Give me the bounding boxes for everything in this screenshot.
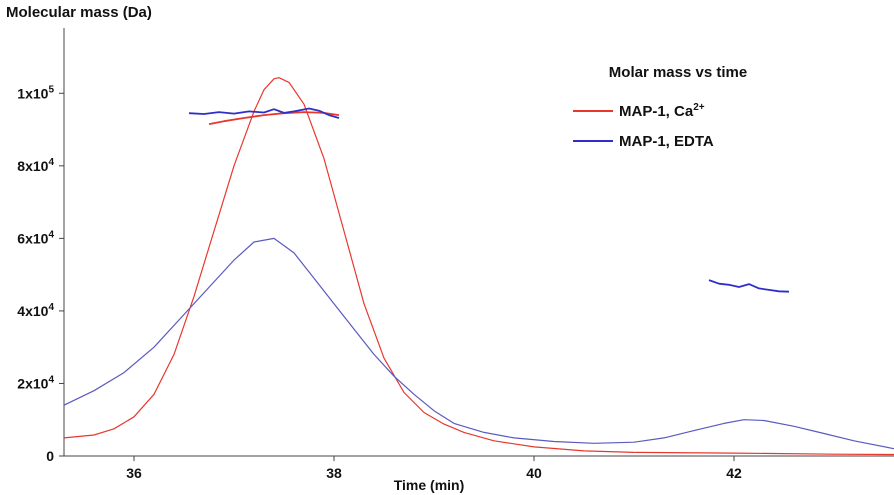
series-line-1 <box>63 237 894 450</box>
series-line-3 <box>188 107 340 119</box>
x-tick-label: 40 <box>526 465 542 481</box>
y-tick-label: 6x104 <box>17 229 54 246</box>
y-tick-label: 4x104 <box>17 302 54 319</box>
series-line-2 <box>208 111 340 125</box>
y-tick-label: 0 <box>46 448 54 464</box>
legend: Molar mass vs time MAP-1, Ca2+ MAP-1, EDTA <box>573 64 747 150</box>
x-tick-label: 38 <box>326 465 342 481</box>
x-axis-label: Time (min) <box>394 477 465 493</box>
series-line-4 <box>708 279 790 293</box>
legend-label: MAP-1, EDTA <box>619 133 714 150</box>
x-tick-label: 42 <box>726 465 742 481</box>
legend-label: MAP-1, Ca2+ <box>619 102 705 120</box>
axes: 36 38 40 42 0 2x104 4x104 6x104 8x104 1x105 <box>17 28 894 481</box>
series-line-0 <box>63 77 894 456</box>
y-tick-label: 8x104 <box>17 157 54 174</box>
y-tick-label: 1x105 <box>17 84 54 101</box>
x-tick-label: 36 <box>126 465 142 481</box>
series-layer <box>63 77 894 456</box>
y-axis-label: Molecular mass (Da) <box>6 4 152 21</box>
legend-title: Molar mass vs time <box>609 64 747 81</box>
y-tick-label: 2x104 <box>17 374 54 391</box>
